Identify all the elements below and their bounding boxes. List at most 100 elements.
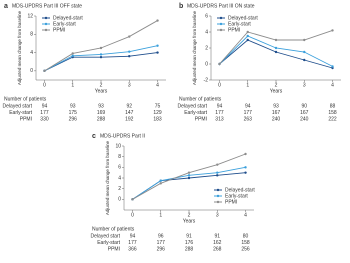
point [159, 179, 162, 182]
table-cell: 75 [155, 103, 161, 109]
table-row-label: Early-start [184, 110, 207, 116]
table-row-label: Early-start [97, 240, 120, 246]
table-cell: 268 [213, 246, 222, 252]
table-title: Number of patients [92, 226, 135, 232]
table-cell: 288 [97, 116, 106, 122]
point [99, 55, 103, 59]
y-axis-label: Adjusted mean change from baseline [17, 10, 22, 85]
y-tick-label: 4 [118, 175, 121, 181]
legend-label: Delayed-start [228, 15, 258, 21]
point [274, 46, 278, 50]
table-cell: 177 [40, 110, 49, 116]
table-cell: 288 [185, 246, 194, 252]
point [159, 182, 162, 185]
table-cell: 177 [244, 110, 253, 116]
point [274, 50, 278, 54]
table-cell: 167 [300, 110, 309, 116]
point [331, 29, 334, 32]
table-cell: 240 [272, 116, 281, 122]
legend-label: PPMI [228, 27, 240, 33]
table-cell: 147 [125, 110, 134, 116]
table-cell: 129 [153, 110, 162, 116]
table-cell: 90 [301, 103, 307, 109]
panel-label: a [4, 3, 8, 10]
point [244, 152, 247, 156]
panel: c MDS-UPDRS Part II 0 2 4 6 8 10 0 1 2 3 4 Years Adjus… [91, 133, 256, 252]
legend-marker [216, 194, 220, 198]
table-cell: 330 [40, 116, 49, 122]
point [156, 51, 159, 54]
x-tick-label: 4 [331, 82, 334, 88]
table-cell: 94 [130, 233, 136, 239]
table-row-label: Delayed start [91, 233, 121, 239]
chart-title: MDS-UPDRS Part III OFF state [12, 3, 82, 9]
point [218, 62, 221, 66]
point [246, 34, 249, 38]
table-cell: 92 [126, 103, 132, 109]
y-axis-label: Adjusted mean change from baseline [192, 10, 197, 85]
panel-label: b [179, 3, 183, 10]
table-cell: 80 [243, 233, 249, 239]
point [216, 174, 219, 177]
table-cell: 93 [98, 103, 104, 109]
point [71, 54, 74, 57]
table-cell: 263 [244, 116, 253, 122]
table-title: Number of patients [4, 96, 47, 102]
point [71, 52, 74, 55]
x-tick-label: 3 [303, 82, 306, 88]
point [156, 19, 159, 22]
x-tick-label: 0 [131, 212, 134, 218]
x-tick-label: 2 [100, 82, 103, 88]
point [131, 198, 134, 201]
point [156, 44, 159, 47]
table-cell: 169 [97, 110, 106, 116]
table-cell: 94 [245, 103, 251, 109]
legend-label: PPMI [53, 27, 65, 33]
table-cell: 93 [70, 103, 76, 109]
legend-label: Delayed-start [225, 187, 255, 193]
table-cell: 256 [241, 246, 250, 252]
point [128, 35, 131, 38]
table-cell: 96 [158, 233, 164, 239]
table-row-label: Delayed start [3, 103, 33, 109]
point [187, 176, 191, 180]
table-cell: 94 [42, 103, 48, 109]
table-cell: 313 [215, 116, 224, 122]
x-axis-label: Years [95, 88, 108, 94]
table-cell: 183 [153, 116, 162, 122]
table-cell: 366 [128, 246, 137, 252]
legend-label: PPMI [225, 199, 237, 205]
legend-marker [216, 200, 220, 204]
y-tick-label: 6 [118, 165, 121, 171]
point [128, 55, 131, 58]
x-axis-label: Years [183, 218, 196, 224]
table-cell: 177 [215, 110, 224, 116]
legend-marker [219, 22, 223, 26]
x-tick-label: 4 [244, 212, 247, 218]
table-cell: 91 [214, 233, 220, 239]
x-tick-label: 0 [43, 82, 46, 88]
table-row-label: PPMI [195, 116, 207, 122]
table-cell: 93 [273, 103, 279, 109]
point [216, 163, 219, 166]
point [187, 171, 191, 174]
y-tick-label: 6 [205, 13, 208, 19]
table-row-label: Early-start [9, 110, 32, 116]
table-cell: 296 [157, 246, 166, 252]
y-tick-label: 4 [205, 29, 208, 35]
point [128, 50, 131, 53]
table-cell: 175 [69, 110, 78, 116]
y-tick-label: 8 [118, 154, 121, 160]
table-cell: 192 [125, 116, 134, 122]
y-tick-label: 8 [30, 32, 33, 38]
point [99, 53, 103, 56]
y-tick-label: 0 [205, 61, 208, 67]
point [244, 171, 247, 174]
x-tick-label: 2 [275, 82, 278, 88]
point [331, 65, 334, 68]
point [244, 166, 247, 169]
table-cell: 222 [328, 116, 337, 122]
chart-title: MDS-UPDRS Part III ON state [187, 3, 255, 9]
